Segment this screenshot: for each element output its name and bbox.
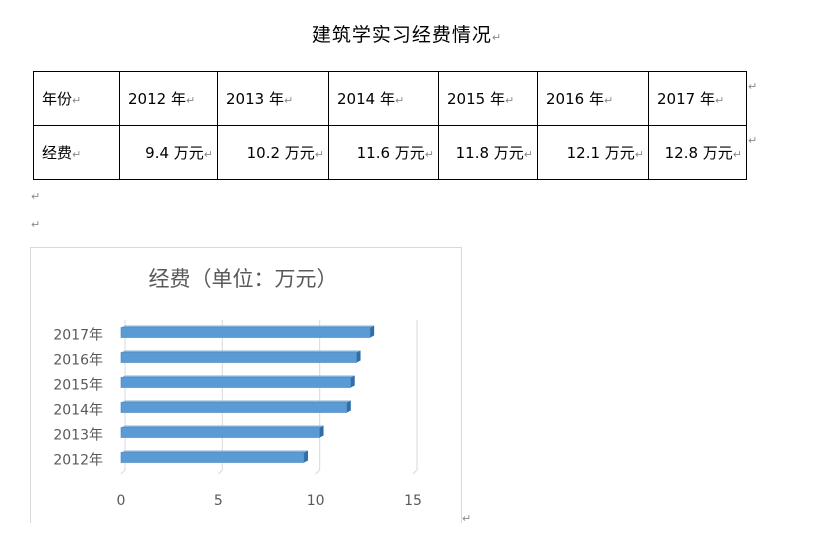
bar-end-face	[370, 325, 375, 338]
bar-end-face	[350, 375, 355, 388]
y-tick-label: 2016年	[53, 353, 103, 369]
paragraph-mark: ↵	[491, 31, 502, 44]
gridline	[120, 469, 126, 475]
bar[interactable]	[120, 402, 348, 413]
bar[interactable]	[120, 352, 357, 363]
bar-end-face	[303, 450, 308, 463]
bar-top-face	[121, 425, 324, 428]
y-tick-label: 2012年	[53, 453, 103, 469]
bar-end-face	[319, 425, 324, 438]
document-title: 建筑学实习经费情况↵	[0, 20, 813, 47]
bar[interactable]	[120, 452, 305, 463]
table-cell[interactable]: 年份↵	[33, 71, 120, 126]
y-tick-label: 2015年	[53, 378, 103, 394]
table-cell[interactable]: 9.4 万元↵	[119, 125, 218, 180]
bar-top-face	[121, 325, 375, 328]
bar-top-face	[121, 350, 361, 353]
table-header-row: 年份↵ 2012 年↵ 2013 年↵ 2014 年↵ 2015 年↵ 2016…	[33, 71, 747, 126]
table-cell[interactable]: 2012 年↵	[119, 71, 218, 126]
table-row: 经费↵ 9.4 万元↵ 10.2 万元↵ 11.6 万元↵ 11.8 万元↵ 1…	[33, 125, 747, 180]
x-tick-label: 5	[214, 493, 223, 509]
table-cell[interactable]: 2014 年↵	[328, 71, 439, 126]
x-tick-label: 10	[307, 493, 325, 509]
bar-end-face	[346, 400, 351, 413]
x-tick-label: 0	[117, 493, 126, 509]
document-title-text: 建筑学实习经费情况	[311, 24, 492, 46]
table-cell[interactable]: 11.6 万元↵	[328, 125, 439, 180]
table-cell[interactable]: 经费↵	[33, 125, 120, 180]
gridline	[412, 469, 418, 475]
bar-chart: 经费（单位：万元） 2012年 2013年 2014年 2015年 2016年 2017年…	[53, 267, 422, 509]
row-end-mark: ↵	[748, 134, 758, 147]
table-cell[interactable]: 11.8 万元↵	[438, 125, 538, 180]
bar[interactable]	[120, 377, 352, 388]
gridline	[217, 469, 223, 475]
chart-title: 经费（单位：万元）	[149, 267, 338, 291]
paragraph-mark: ↵	[31, 218, 41, 231]
y-tick-label: 2017年	[53, 328, 103, 344]
table-cell[interactable]: 2013 年↵	[217, 71, 329, 126]
expense-table: 年份↵ 2012 年↵ 2013 年↵ 2014 年↵ 2015 年↵ 2016…	[33, 71, 747, 180]
y-tick-label: 2013年	[53, 428, 103, 444]
y-tick-label: 2014年	[53, 403, 103, 419]
table-cell[interactable]: 12.1 万元↵	[537, 125, 649, 180]
bar[interactable]	[120, 427, 320, 438]
row-end-mark: ↵	[748, 80, 758, 93]
paragraph-mark: ↵	[462, 512, 472, 525]
bar-end-face	[356, 350, 361, 363]
table-cell[interactable]: 10.2 万元↵	[217, 125, 329, 180]
bar-top-face	[121, 450, 308, 453]
bar-top-face	[121, 375, 355, 378]
paragraph-mark: ↵	[31, 190, 41, 203]
gridline	[315, 469, 321, 475]
bar-top-face	[121, 400, 351, 403]
x-tick-label: 15	[404, 493, 422, 509]
table-cell[interactable]: 12.8 万元↵	[648, 125, 747, 180]
bar[interactable]	[120, 327, 371, 338]
chart-frame[interactable]: 经费（单位：万元） 2012年 2013年 2014年 2015年 2016年 2017年…	[30, 247, 462, 523]
table-cell[interactable]: 2016 年↵	[537, 71, 649, 126]
table-cell[interactable]: 2017 年↵	[648, 71, 747, 126]
table-cell[interactable]: 2015 年↵	[438, 71, 538, 126]
